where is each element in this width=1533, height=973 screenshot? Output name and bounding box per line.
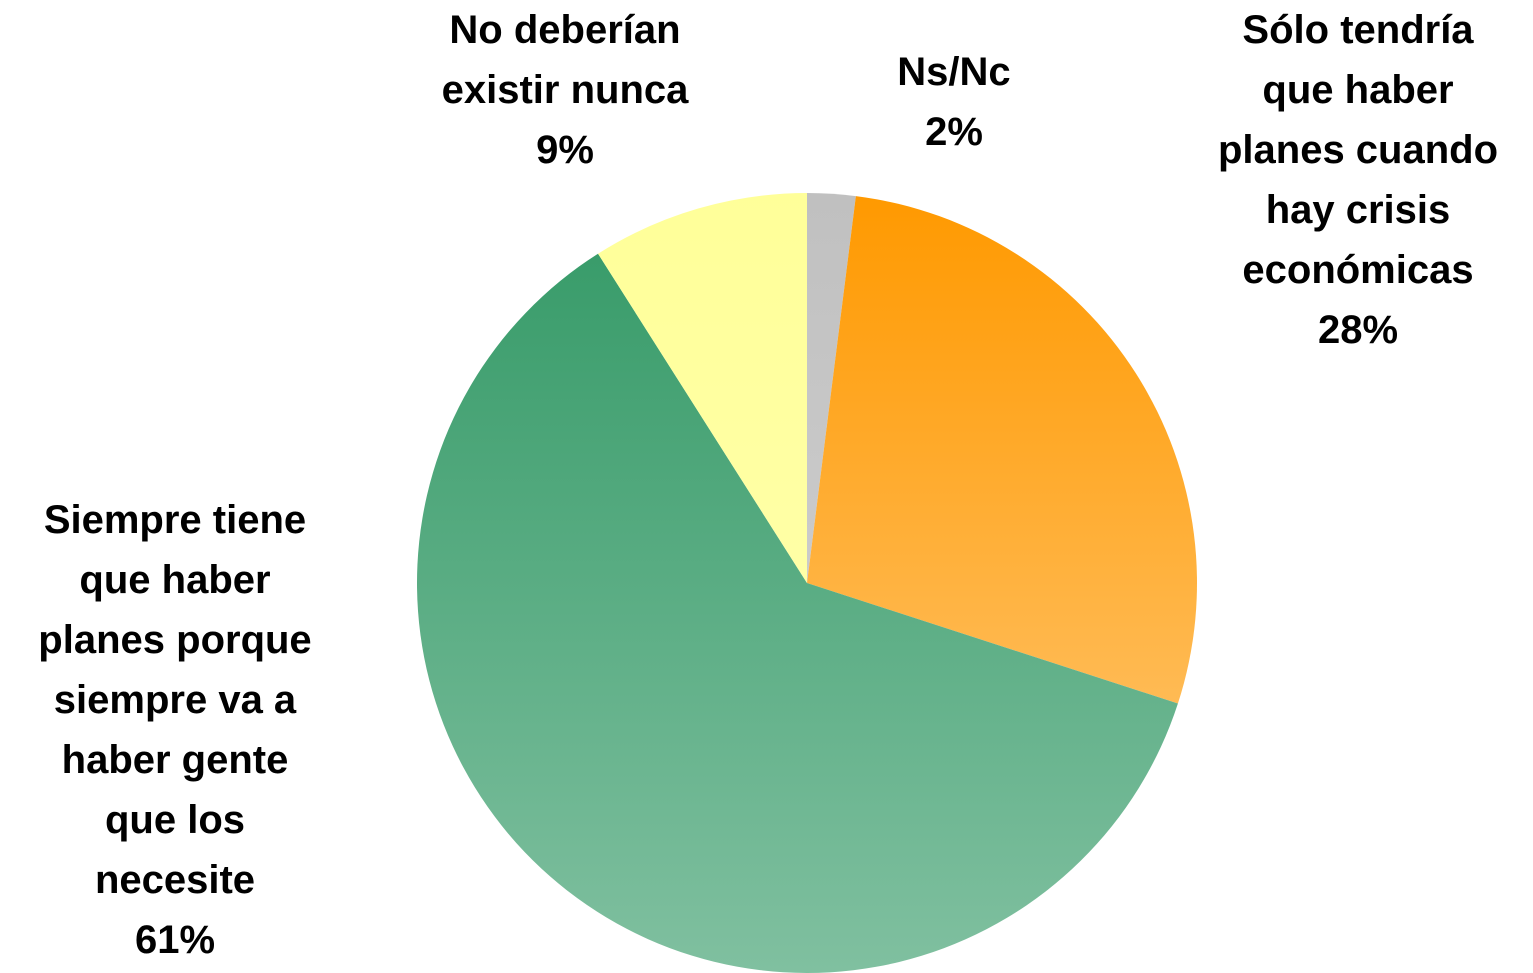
slice-no-deberian: [598, 193, 807, 583]
slice-label-no-deberian: No deberían existir nunca 9%: [400, 0, 730, 180]
slice-label-solo-crisis: Sólo tendría que haber planes cuando hay cr…: [1183, 0, 1533, 360]
slice-ns-nc: [807, 193, 856, 583]
slice-label-line: haber gente: [61, 738, 289, 782]
slice-solo-crisis: [807, 196, 1197, 704]
slice-label-line: Sólo tendría: [1242, 8, 1474, 52]
slice-label-line: planes cuando: [1217, 128, 1499, 172]
slice-percent-label: 9%: [536, 128, 594, 172]
slice-label-line: económicas: [1242, 248, 1474, 292]
slice-label-line: necesite: [94, 858, 256, 902]
slice-siempre: [417, 253, 1178, 973]
slice-label-line: que haber: [1262, 68, 1454, 112]
slice-label-line: existir nunca: [441, 68, 689, 112]
slice-label-line: siempre va a: [53, 678, 297, 722]
slice-label-line: No deberían: [449, 8, 681, 52]
slice-label-line: Siempre tiene: [43, 498, 307, 542]
slice-percent-label: 2%: [925, 110, 983, 154]
slice-percent-label: 28%: [1317, 308, 1399, 352]
slice-label-line: planes porque: [38, 618, 312, 662]
slice-label-line: que haber: [79, 558, 271, 602]
slice-label-ns-nc: Ns/Nc 2%: [854, 42, 1054, 162]
slice-label-line: que los: [104, 798, 246, 842]
slice-percent-label: 61%: [134, 918, 216, 962]
slice-label-line: Ns/Nc: [897, 50, 1011, 94]
pie-slices: [417, 193, 1197, 973]
slice-label-siempre: Siempre tiene que haber planes porque siemp…: [0, 490, 350, 970]
slice-label-line: hay crisis: [1265, 188, 1451, 232]
